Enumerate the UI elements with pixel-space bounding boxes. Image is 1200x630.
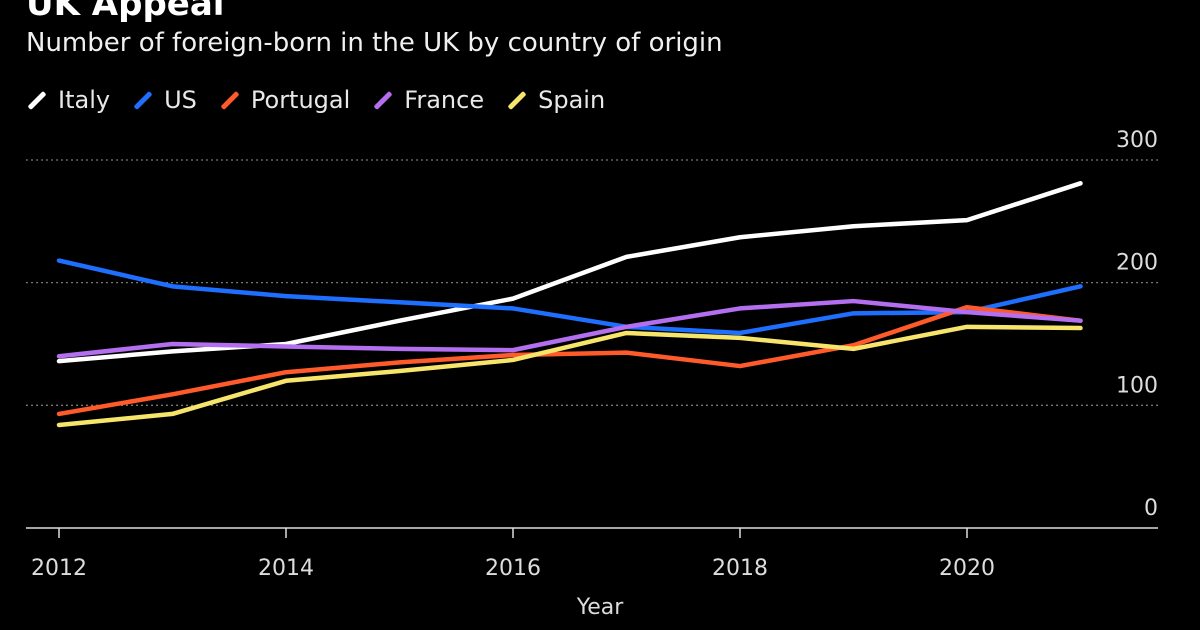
legend-label: Spain [538,86,606,114]
legend: Italy US Portugal France Spain [26,86,605,114]
series-line-spain [56,324,1083,428]
y-tick-label: 0 [1144,496,1158,521]
chart-subtitle: Number of foreign-born in the UK by coun… [26,28,723,58]
x-tick-label: 2016 [485,556,541,581]
x-axis-label: Year [576,595,625,620]
y-tick-label: 300 [1116,128,1158,153]
y-tick-label: 100 [1116,373,1158,398]
series-line-france [56,298,1083,359]
legend-item-portugal: Portugal [219,86,350,114]
legend-item-spain: Spain [506,86,605,114]
x-tick-label: 2020 [939,556,995,581]
y-tick-label: 200 [1116,251,1158,276]
legend-item-france: France [372,86,484,114]
legend-item-us: US [132,86,197,114]
legend-label: US [164,86,197,114]
legend-label: Italy [58,86,111,114]
x-tick-label: 2012 [31,556,87,581]
legend-label: Portugal [250,86,351,114]
legend-label: France [404,86,485,114]
series-line-portugal [56,304,1083,417]
x-tick-label: 2014 [258,556,314,581]
chart-title: UK Appeal [26,0,225,24]
series-line-us [56,258,1083,336]
legend-item-italy: Italy [26,86,110,114]
x-tick-label: 2018 [712,556,768,581]
series-line-italy [56,181,1083,364]
